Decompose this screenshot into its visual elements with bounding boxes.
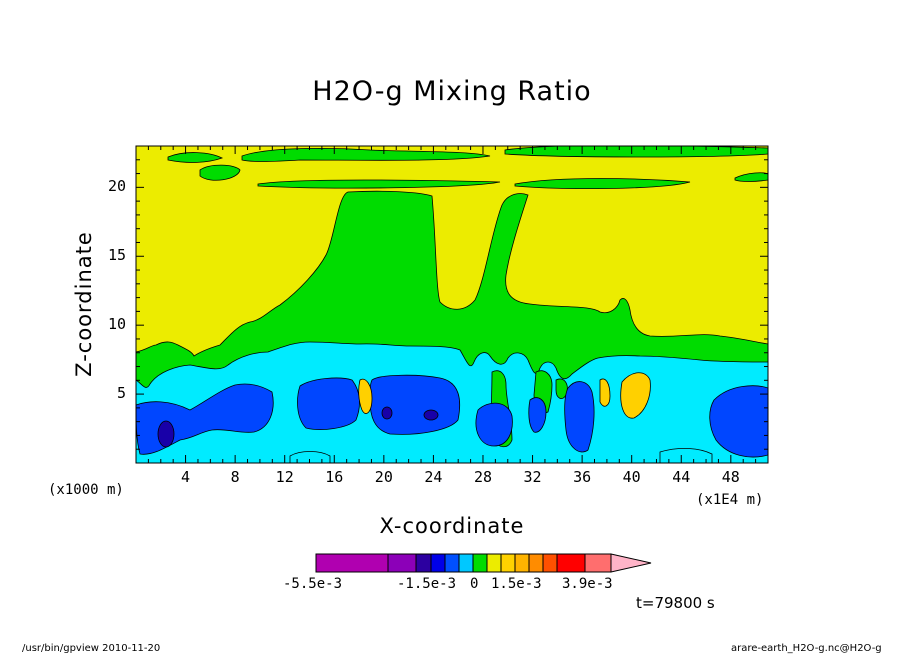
colorbar-segment	[542, 553, 558, 573]
x-tick-label: 48	[721, 468, 740, 486]
colorbar-segment	[387, 553, 417, 573]
x-tick-label: 24	[424, 468, 443, 486]
x-scale-note: (x1E4 m)	[696, 492, 764, 508]
colorbar-segment	[444, 553, 460, 573]
green-band-top	[734, 172, 768, 182]
y-tick-label: 15	[107, 246, 126, 265]
blue-region	[528, 397, 547, 433]
colorbar-segment	[486, 553, 502, 573]
colorbar-label: 0	[470, 576, 479, 592]
program-info: /usr/bin/gpview 2010-11-20	[22, 643, 161, 654]
x-unit-note: (x1000 m)	[48, 482, 124, 498]
colorbar-segment	[500, 553, 516, 573]
green-band-top	[514, 178, 691, 190]
y-tick-label: 10	[107, 315, 126, 334]
x-tick-label: 40	[622, 468, 641, 486]
colorbar-segment	[415, 553, 432, 573]
cyan-remnant	[659, 448, 713, 463]
green-band-top	[199, 164, 241, 181]
x-tick-label: 4	[181, 468, 191, 486]
colorbar-segment	[472, 553, 488, 573]
x-tick-label: 32	[523, 468, 542, 486]
colorbar-label: 3.9e-3	[562, 576, 613, 592]
x-tick-label: 28	[473, 468, 492, 486]
y-tick-label: 5	[116, 384, 126, 403]
x-tick-label: 44	[672, 468, 691, 486]
orange-region	[620, 372, 651, 419]
blue-region	[369, 374, 461, 435]
colorbar-segment	[528, 553, 544, 573]
plot-frame	[135, 145, 769, 464]
darkblue-spot	[157, 420, 175, 448]
x-axis-label: X-coordinate	[379, 514, 525, 538]
colorbar-label: 1.5e-3	[491, 576, 542, 592]
chart-title: H2O-g Mixing Ratio	[312, 76, 592, 107]
darkblue-spot	[423, 409, 439, 421]
colorbar-segment	[458, 553, 474, 573]
colorbar-segment	[514, 553, 530, 573]
blue-region	[564, 381, 595, 453]
x-tick-label: 16	[325, 468, 344, 486]
green-band-top	[241, 147, 491, 162]
colorbar-extension	[610, 553, 652, 573]
blue-region	[475, 402, 513, 447]
colorbar-label: -1.5e-3	[397, 576, 457, 592]
time-label: t=79800 s	[636, 594, 715, 612]
colorbar-segment	[315, 553, 389, 573]
y-tick-label: 20	[107, 177, 126, 196]
colorbar-label: -5.5e-3	[283, 576, 343, 592]
green-band-top	[257, 179, 501, 189]
x-tick-label: 20	[374, 468, 393, 486]
cyan-remnant	[289, 451, 331, 463]
blue-region	[709, 385, 768, 458]
x-tick-label: 8	[230, 468, 240, 486]
darkblue-spot	[381, 406, 393, 420]
file-info: arare-earth_H2O-g.nc@H2O-g	[731, 643, 882, 654]
blue-region	[297, 377, 360, 430]
green-band-top	[504, 146, 768, 158]
colorbar-segment	[430, 553, 446, 573]
colorbar-segment	[584, 553, 612, 573]
orange-region	[599, 378, 611, 407]
colorbar-segment	[556, 553, 586, 573]
x-tick-label: 12	[275, 468, 294, 486]
orange-region	[358, 378, 373, 414]
x-tick-label: 36	[573, 468, 592, 486]
